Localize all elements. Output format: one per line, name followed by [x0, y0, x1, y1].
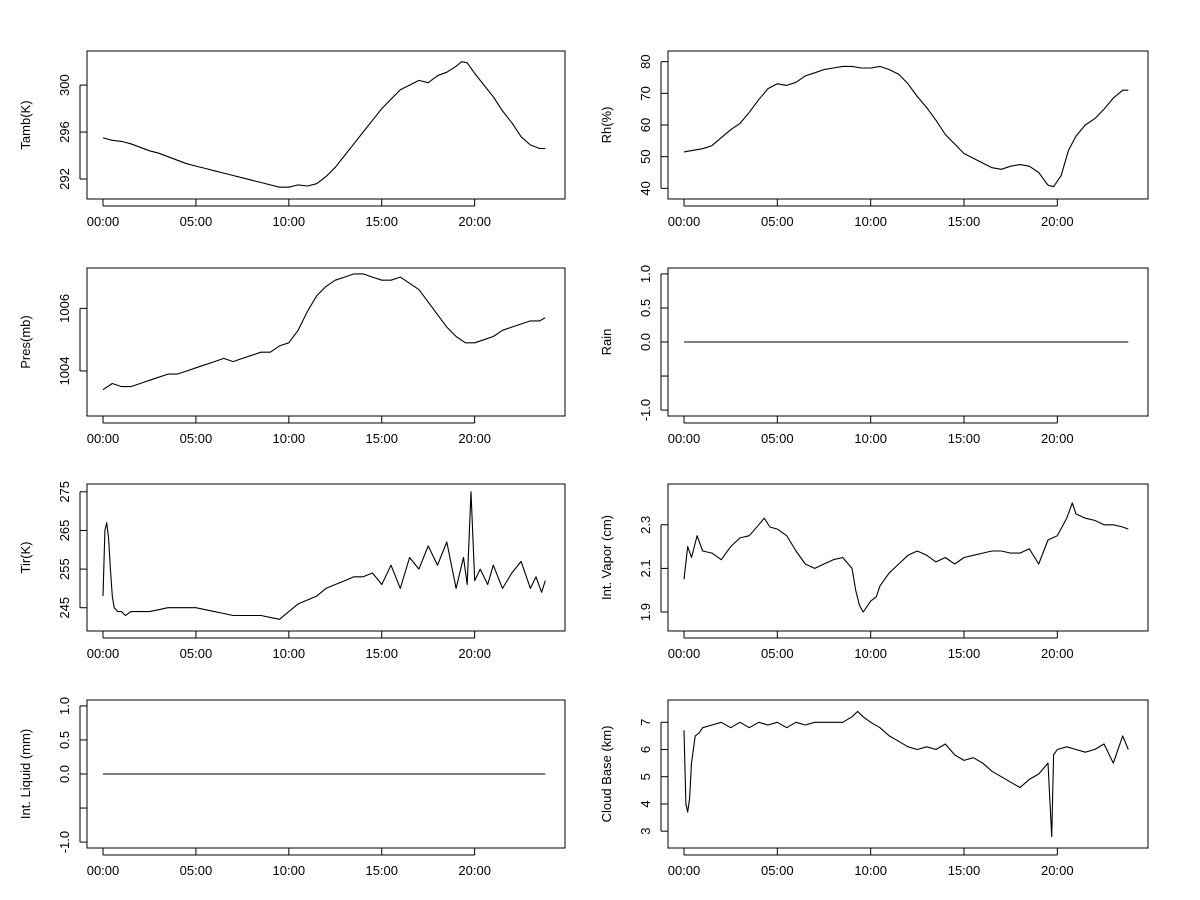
x-tick-label: 10:00: [273, 214, 306, 229]
x-tick-label: 10:00: [854, 863, 887, 878]
y-axis-title: Rh(%): [599, 107, 614, 144]
x-tick-label: 00:00: [87, 214, 120, 229]
series-line-1: [102, 61, 546, 188]
x-tick-label: 10:00: [273, 431, 306, 446]
panel-1: 00:00 05:00 10:00 15:00 20:00 292 296 300 Tamb(K…: [18, 50, 566, 229]
x-tick-label: 15:00: [948, 646, 981, 661]
y-tick-label: -1.0: [638, 399, 653, 421]
y-axis-title: Tir(K): [18, 541, 33, 573]
y-tick-label: 2.3: [638, 516, 653, 534]
x-tick-label: 10:00: [854, 646, 887, 661]
y-axis-title: Int. Liquid (mm): [18, 729, 33, 819]
x-tick-label: 05:00: [180, 646, 213, 661]
y-tick-label: 3: [638, 828, 653, 835]
y-tick-label: 6: [638, 746, 653, 753]
x-tick-label: 20:00: [1041, 863, 1074, 878]
x-tick-label: 20:00: [458, 431, 491, 446]
series-line-1: [683, 710, 1129, 838]
plot-frame: [86, 483, 566, 632]
y-tick-label: 1004: [57, 356, 72, 385]
series-line-1: [683, 502, 1129, 613]
y-tick-label: 0.0: [638, 333, 653, 351]
x-tick-label: 05:00: [180, 863, 213, 878]
x-tick-label: 05:00: [761, 646, 794, 661]
x-tick-label: 05:00: [761, 431, 794, 446]
panel-7: 00:00 05:00 10:00 15:00 20:00 -1.0 0.0 0.5 1.0 In…: [18, 697, 566, 878]
y-tick-label: 296: [57, 121, 72, 143]
x-tick-label: 15:00: [948, 214, 981, 229]
y-axis-title: Int. Vapor (cm): [599, 515, 614, 600]
y-tick-label: 245: [57, 597, 72, 619]
y-tick-label: 80: [638, 54, 653, 68]
x-tick-label: 05:00: [180, 214, 213, 229]
panel-6: 00:00 05:00 10:00 15:00 20:00 1.9 2.1 2.3 Int. V…: [599, 483, 1149, 661]
y-tick-label: 7: [638, 719, 653, 726]
y-axis-title: Rain: [599, 329, 614, 356]
x-tick-label: 00:00: [668, 431, 701, 446]
y-tick-label: 4: [638, 800, 653, 807]
plot-frame: [667, 699, 1149, 849]
x-tick-label: 20:00: [458, 646, 491, 661]
y-tick-label: 1.9: [638, 603, 653, 621]
x-tick-label: 10:00: [854, 431, 887, 446]
x-tick-label: 15:00: [365, 214, 398, 229]
y-tick-label: 1.0: [57, 697, 72, 715]
x-tick-label: 00:00: [87, 646, 120, 661]
x-tick-label: 15:00: [948, 863, 981, 878]
x-tick-label: 00:00: [668, 646, 701, 661]
y-tick-label: 5: [638, 773, 653, 780]
x-tick-label: 15:00: [365, 646, 398, 661]
x-tick-label: 20:00: [1041, 431, 1074, 446]
x-tick-label: 20:00: [1041, 646, 1074, 661]
plot-frame: [667, 483, 1149, 632]
y-axis-title: Tamb(K): [18, 100, 33, 149]
panel-5: 00:00 05:00 10:00 15:00 20:00 245 255 265 275 Tir…: [18, 481, 566, 661]
panel-3: 00:00 05:00 10:00 15:00 20:00 1004 1006 Pres(mb…: [18, 267, 566, 446]
x-tick-label: 20:00: [458, 863, 491, 878]
x-tick-label: 20:00: [458, 214, 491, 229]
x-tick-label: 05:00: [761, 863, 794, 878]
y-tick-label: 1.0: [638, 265, 653, 283]
y-tick-label: 70: [638, 86, 653, 100]
plot-frame: [86, 267, 566, 417]
y-axis-title: Cloud Base (km): [599, 726, 614, 823]
x-tick-label: 10:00: [273, 863, 306, 878]
x-tick-label: 00:00: [668, 214, 701, 229]
y-tick-label: 1006: [57, 294, 72, 323]
y-tick-label: 60: [638, 118, 653, 132]
y-tick-label: 0.5: [57, 731, 72, 749]
x-tick-label: 10:00: [854, 214, 887, 229]
x-tick-label: 05:00: [180, 431, 213, 446]
panel-8: 00:00 05:00 10:00 15:00 20:00 3 4 5 6 7 Cloud Base…: [599, 699, 1149, 878]
x-tick-label: 15:00: [948, 431, 981, 446]
y-tick-label: 0.5: [638, 299, 653, 317]
x-tick-label: 15:00: [365, 431, 398, 446]
y-tick-label: -1.0: [57, 831, 72, 853]
y-tick-label: 265: [57, 520, 72, 542]
y-tick-label: 275: [57, 481, 72, 503]
x-tick-label: 00:00: [87, 863, 120, 878]
series-line-1: [102, 273, 546, 391]
y-tick-label: 0.0: [57, 765, 72, 783]
y-tick-label: 50: [638, 149, 653, 163]
x-tick-label: 15:00: [365, 863, 398, 878]
x-tick-label: 00:00: [668, 863, 701, 878]
y-tick-label: 40: [638, 181, 653, 195]
y-axis-title: Pres(mb): [18, 315, 33, 368]
x-tick-label: 20:00: [1041, 214, 1074, 229]
y-tick-label: 300: [57, 74, 72, 96]
panel-4: 00:00 05:00 10:00 15:00 20:00 -1.0 0.0 0.5 1.0 Ra…: [599, 265, 1149, 446]
x-tick-label: 10:00: [273, 646, 306, 661]
y-tick-label: 292: [57, 168, 72, 190]
plot-frame: [667, 50, 1149, 200]
plot-frame: [86, 50, 566, 200]
y-tick-label: 255: [57, 558, 72, 580]
y-tick-label: 2.1: [638, 559, 653, 577]
series-line-1: [102, 491, 546, 620]
series-line-1: [683, 65, 1129, 188]
x-tick-label: 05:00: [761, 214, 794, 229]
panel-2: 00:00 05:00 10:00 15:00 20:00 40 50 60 70 80 Rh(%): [599, 50, 1149, 229]
x-tick-label: 00:00: [87, 431, 120, 446]
